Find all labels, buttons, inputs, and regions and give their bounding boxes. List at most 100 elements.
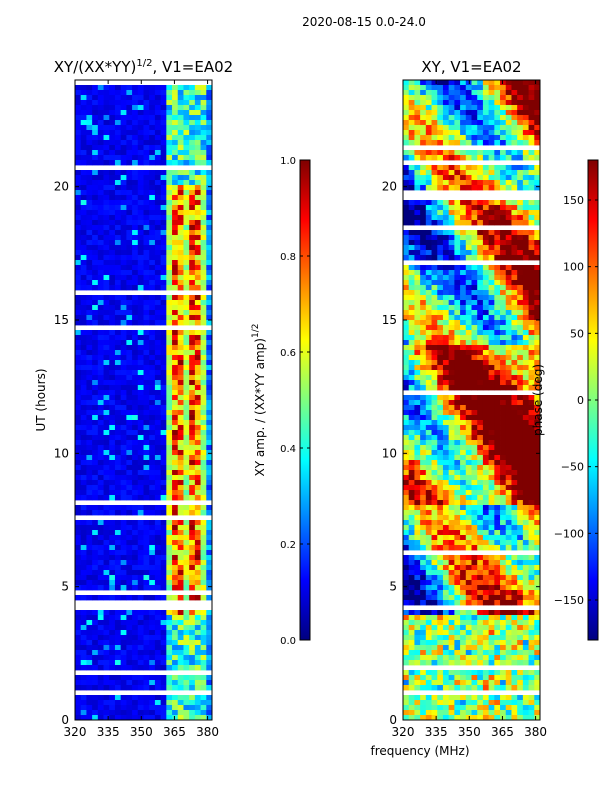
heatmap-cell xyxy=(206,440,213,446)
heatmap-cell xyxy=(517,80,524,86)
heatmap-cell xyxy=(80,650,87,656)
heatmap-cell xyxy=(114,530,122,536)
heatmap-cell xyxy=(448,345,455,351)
heatmap-cell xyxy=(143,550,150,556)
heatmap-cell xyxy=(183,700,190,706)
heatmap-cell xyxy=(528,350,535,356)
heatmap-cell xyxy=(442,210,450,216)
heatmap-cell xyxy=(482,115,490,121)
heatmap-cell xyxy=(183,660,190,666)
heatmap-cell xyxy=(500,240,507,246)
heatmap-cell xyxy=(80,585,87,591)
heatmap-cell xyxy=(431,205,438,211)
heatmap-cell xyxy=(86,235,93,241)
heatmap-cell xyxy=(86,585,93,591)
heatmap-cell xyxy=(149,310,156,316)
heatmap-cell xyxy=(206,680,213,686)
heatmap-cell xyxy=(120,370,127,376)
heatmap-cell xyxy=(454,355,461,361)
heatmap-cell xyxy=(206,170,213,176)
heatmap-cell xyxy=(471,155,478,161)
heatmap-cell xyxy=(465,345,472,351)
heatmap-cell xyxy=(86,580,93,586)
heatmap-cell xyxy=(132,130,139,136)
x-tick-label: 380 xyxy=(196,725,219,739)
heatmap-cell xyxy=(143,100,150,106)
heatmap-cell xyxy=(137,180,144,186)
heatmap-cell xyxy=(528,500,535,506)
heatmap-cell xyxy=(137,675,144,681)
heatmap-cell xyxy=(126,570,133,576)
heatmap-cell xyxy=(160,210,167,216)
heatmap-cell xyxy=(431,140,438,146)
heatmap-cell xyxy=(200,235,207,241)
heatmap-cell xyxy=(206,480,213,486)
heatmap-cell xyxy=(403,505,410,511)
heatmap-cell xyxy=(517,400,524,406)
heatmap-cell xyxy=(437,385,444,391)
heatmap-cell xyxy=(488,85,495,91)
heatmap-cell xyxy=(177,580,184,586)
heatmap-cell xyxy=(86,560,93,566)
heatmap-cell xyxy=(189,110,196,116)
heatmap-cell xyxy=(482,380,490,386)
heatmap-cell xyxy=(92,95,99,101)
heatmap-cell xyxy=(448,180,455,186)
heatmap-cell xyxy=(109,545,116,551)
heatmap-cell xyxy=(414,505,421,511)
heatmap-cell xyxy=(460,350,467,356)
heatmap-cell xyxy=(86,385,93,391)
heatmap-cell xyxy=(425,375,432,381)
heatmap-cell xyxy=(172,160,179,166)
heatmap-cell xyxy=(92,560,99,566)
heatmap-cell xyxy=(460,275,467,281)
heatmap-cell xyxy=(183,370,190,376)
heatmap-cell xyxy=(75,430,82,436)
heatmap-cell xyxy=(132,420,139,426)
heatmap-cell xyxy=(166,380,173,386)
heatmap-cell xyxy=(505,235,512,241)
heatmap-cell xyxy=(408,395,415,401)
heatmap-cell xyxy=(420,250,427,256)
heatmap-cell xyxy=(172,480,179,486)
heatmap-cell xyxy=(149,215,156,221)
heatmap-cell xyxy=(465,410,472,416)
heatmap-cell xyxy=(522,500,529,506)
heatmap-cell xyxy=(408,530,415,536)
heatmap-cell xyxy=(177,245,184,251)
heatmap-cell xyxy=(97,315,104,321)
heatmap-cell xyxy=(403,270,410,276)
heatmap-cell xyxy=(92,660,99,666)
heatmap-cell xyxy=(437,435,444,441)
heatmap-cell xyxy=(517,230,524,236)
heatmap-cell xyxy=(414,355,421,361)
heatmap-cell xyxy=(132,505,139,511)
heatmap-cell xyxy=(200,655,207,661)
heatmap-cell xyxy=(442,440,450,446)
heatmap-cell xyxy=(160,125,167,131)
heatmap-cell xyxy=(425,535,432,541)
heatmap-cell xyxy=(177,280,184,286)
heatmap-cell xyxy=(166,675,173,681)
heatmap-cell xyxy=(200,240,207,246)
heatmap-cell xyxy=(420,490,427,496)
heatmap-cell xyxy=(494,290,501,296)
heatmap-cell xyxy=(132,560,139,566)
heatmap-cell xyxy=(154,305,162,311)
heatmap-cell xyxy=(97,400,104,406)
heatmap-cell xyxy=(75,545,82,551)
heatmap-cell xyxy=(149,160,156,166)
heatmap-cell xyxy=(183,135,190,141)
heatmap-cell xyxy=(482,300,490,306)
heatmap-cell xyxy=(488,510,495,516)
heatmap-cell xyxy=(189,150,196,156)
heatmap-cell xyxy=(425,100,432,106)
heatmap-cell xyxy=(103,375,110,381)
heatmap-cell xyxy=(442,560,450,566)
heatmap-cell xyxy=(488,100,495,106)
heatmap-cell xyxy=(425,140,432,146)
heatmap-cell xyxy=(149,675,156,681)
heatmap-cell xyxy=(437,515,444,521)
heatmap-cell xyxy=(183,455,190,461)
heatmap-cell xyxy=(189,710,196,716)
